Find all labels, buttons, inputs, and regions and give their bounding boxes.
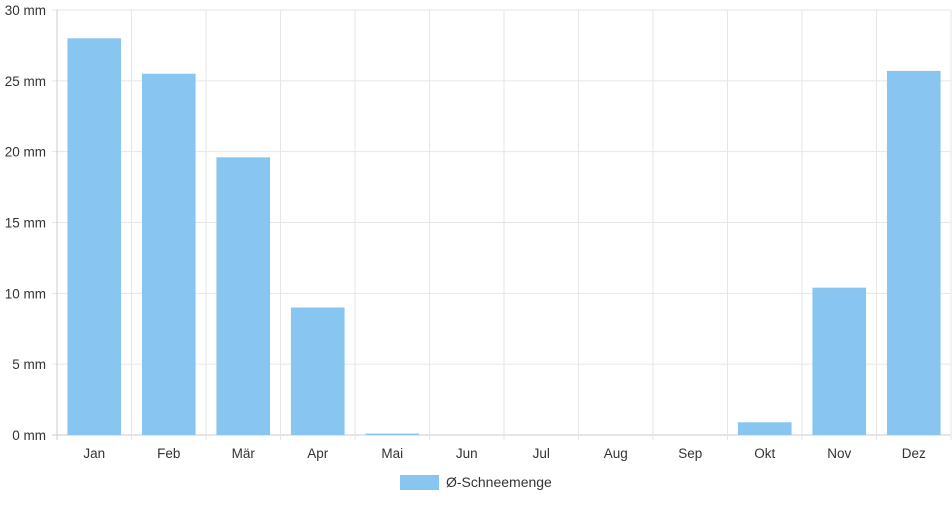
x-tick-label: Dez [902,446,926,461]
bar-mai[interactable] [365,433,420,435]
bar-dez[interactable] [886,70,941,436]
bar-okt[interactable] [737,422,792,435]
x-tick-label: Nov [827,446,851,461]
y-tick-label: 20 mm [5,145,46,160]
x-tick-label: Mai [381,446,403,461]
x-tick-label: Sep [678,446,702,461]
bar-nov[interactable] [812,287,867,435]
y-tick-label: 25 mm [5,74,46,89]
legend[interactable]: Ø-Schneemenge [400,474,552,490]
bar-apr[interactable] [290,307,345,436]
x-tick-label: Apr [307,446,329,461]
grid-layer [52,9,952,440]
bar-feb[interactable] [141,73,196,435]
bar-layer [67,38,941,436]
x-tick-label: Jan [83,446,105,461]
bar-mär[interactable] [216,157,271,436]
y-tick-label: 5 mm [12,357,46,372]
legend-label[interactable]: Ø-Schneemenge [446,474,552,490]
x-tick-label: Mär [232,446,256,461]
y-tick-label: 10 mm [5,286,46,301]
y-tick-label: 30 mm [5,3,46,18]
bar-jan[interactable] [67,38,122,435]
x-tick-label: Aug [604,446,628,461]
x-tick-label: Okt [754,446,775,461]
legend-swatch[interactable] [400,475,439,490]
axis-layer: 0 mm 5 mm 10 mm 15 mm 20 mm 25 mm 30 mm Jan Feb M… [5,3,926,461]
y-tick-label: 15 mm [5,216,46,231]
x-tick-label: Jun [456,446,478,461]
x-tick-label: Jul [533,446,550,461]
x-tick-label: Feb [157,446,180,461]
y-tick-label: 0 mm [12,428,46,443]
